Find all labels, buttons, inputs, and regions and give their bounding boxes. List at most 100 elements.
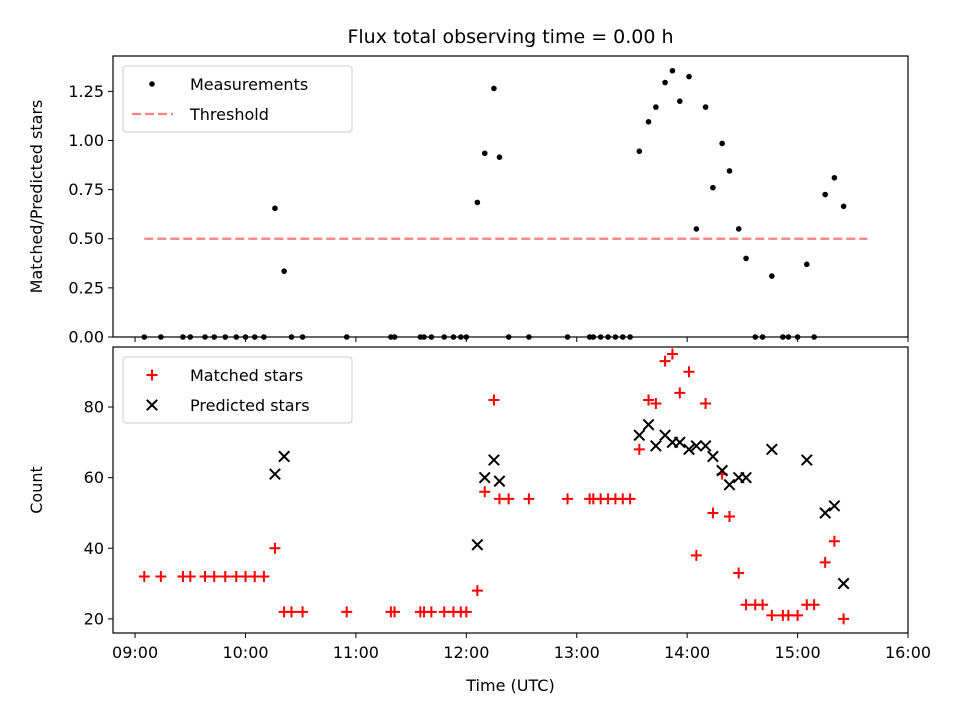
data-point bbox=[702, 104, 709, 110]
data-point bbox=[726, 168, 733, 174]
data-point bbox=[441, 334, 448, 340]
data-point bbox=[211, 334, 218, 340]
y-tick-label: 40 bbox=[84, 539, 104, 558]
data-point bbox=[219, 571, 231, 583]
legend-label: Matched stars bbox=[190, 366, 303, 385]
data-point bbox=[249, 571, 261, 583]
data-point bbox=[686, 73, 692, 80]
data-point bbox=[649, 439, 662, 452]
data-point bbox=[481, 150, 488, 157]
data-point bbox=[180, 334, 186, 340]
data-point bbox=[242, 334, 249, 340]
data-point bbox=[740, 599, 752, 611]
data-point bbox=[819, 507, 832, 519]
data-point bbox=[251, 334, 258, 340]
data-point bbox=[505, 334, 512, 340]
data-point bbox=[683, 443, 695, 456]
data-point bbox=[233, 334, 240, 340]
x-tick-label: 14:00 bbox=[664, 643, 710, 662]
data-point bbox=[735, 226, 742, 232]
data-point bbox=[757, 599, 769, 611]
data-point bbox=[819, 556, 831, 568]
x-tick-label: 10:00 bbox=[222, 643, 268, 662]
data-point bbox=[723, 510, 735, 522]
data-point bbox=[391, 334, 398, 340]
data-point bbox=[828, 535, 840, 547]
data-point bbox=[450, 334, 457, 340]
data-point bbox=[792, 609, 804, 621]
data-point bbox=[740, 471, 752, 484]
data-point bbox=[458, 334, 464, 340]
data-point bbox=[564, 334, 571, 340]
data-point bbox=[590, 334, 597, 340]
data-point bbox=[699, 439, 712, 452]
series-matched-stars bbox=[138, 348, 850, 625]
data-point bbox=[838, 613, 850, 625]
x-tick-label: 11:00 bbox=[333, 643, 379, 662]
data-point bbox=[765, 443, 778, 456]
x-tick-label: 15:00 bbox=[775, 643, 821, 662]
y-tick-label: 0.25 bbox=[68, 278, 104, 297]
data-point bbox=[299, 334, 306, 340]
data-point bbox=[488, 394, 500, 406]
x-tick-label: 13:00 bbox=[554, 643, 600, 662]
y-axis-label: Count bbox=[27, 466, 46, 514]
data-point bbox=[690, 549, 702, 561]
data-point bbox=[389, 606, 401, 618]
data-point bbox=[199, 571, 211, 583]
bottom-panel: 20 40 60 80 09:00 10:00 11:00 12:00 13:00 14:00 15… bbox=[27, 346, 931, 695]
data-point bbox=[690, 439, 703, 452]
data-point bbox=[650, 397, 662, 409]
chart-title: Flux total observing time = 0.00 h bbox=[347, 26, 673, 48]
data-point bbox=[155, 571, 167, 583]
data-point bbox=[782, 609, 794, 621]
axes-frame bbox=[112, 346, 909, 634]
data-point bbox=[493, 493, 505, 505]
legend-box bbox=[122, 356, 353, 424]
legend-swatch bbox=[146, 369, 158, 381]
data-point bbox=[693, 226, 700, 232]
y-tick-label: 1.25 bbox=[68, 82, 104, 101]
data-point bbox=[828, 499, 841, 512]
data-point bbox=[272, 205, 278, 212]
data-point bbox=[669, 67, 676, 74]
data-point bbox=[240, 571, 251, 583]
legend-label: Threshold bbox=[189, 105, 269, 124]
data-point bbox=[700, 397, 712, 409]
data-point bbox=[766, 609, 778, 621]
data-point bbox=[808, 599, 820, 611]
data-point bbox=[425, 606, 437, 618]
data-point bbox=[478, 471, 491, 484]
data-point bbox=[488, 454, 500, 466]
x-tick-label: 12:00 bbox=[443, 643, 489, 662]
data-point bbox=[633, 429, 646, 442]
data-point bbox=[716, 464, 729, 477]
data-point bbox=[471, 538, 484, 551]
data-point bbox=[526, 334, 532, 340]
data-point bbox=[479, 486, 491, 498]
data-point bbox=[491, 85, 497, 92]
x-axis-label: Time (UTC) bbox=[465, 676, 554, 695]
data-point bbox=[659, 355, 671, 367]
data-point bbox=[269, 468, 281, 481]
data-point bbox=[523, 493, 535, 505]
data-point bbox=[278, 450, 291, 463]
data-point bbox=[496, 154, 503, 160]
data-point bbox=[707, 507, 719, 519]
data-point bbox=[780, 334, 786, 340]
data-point bbox=[503, 493, 515, 505]
data-point bbox=[666, 348, 678, 360]
data-point bbox=[288, 334, 295, 340]
data-point bbox=[612, 334, 619, 340]
y-tick-label: 60 bbox=[84, 468, 104, 487]
data-point bbox=[471, 585, 483, 597]
data-point bbox=[785, 334, 792, 340]
x-tick-label: 16:00 bbox=[885, 643, 931, 662]
data-point bbox=[138, 571, 150, 583]
data-point bbox=[158, 334, 164, 340]
data-point bbox=[677, 98, 683, 104]
x-tick-label: 09:00 bbox=[112, 643, 158, 662]
data-point bbox=[642, 418, 655, 431]
data-point bbox=[643, 394, 655, 406]
data-point bbox=[281, 268, 287, 274]
